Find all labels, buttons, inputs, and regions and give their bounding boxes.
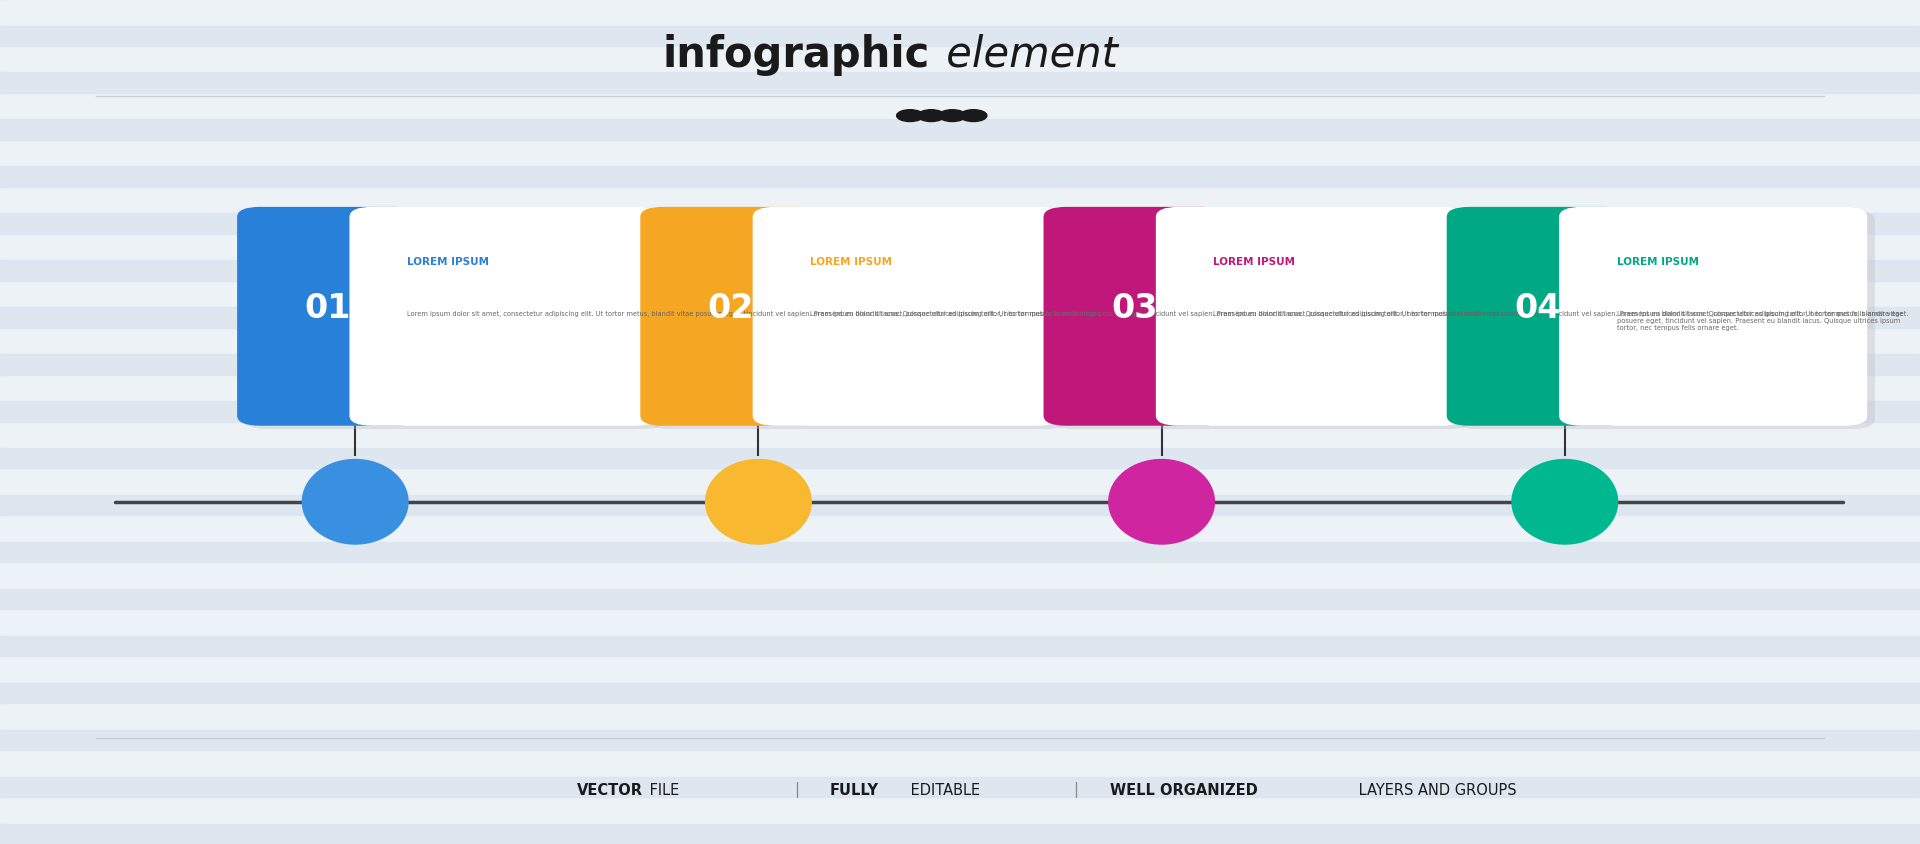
- Bar: [0, 121, 1920, 141]
- Circle shape: [918, 111, 945, 122]
- Bar: [0, 26, 1920, 47]
- FancyBboxPatch shape: [1052, 211, 1471, 430]
- Text: LOREM IPSUM: LOREM IPSUM: [810, 257, 893, 267]
- Text: Lorem ipsum dolor sit amet, consectetur adipiscing elit. Ut tortor metus, blandi: Lorem ipsum dolor sit amet, consectetur …: [810, 310, 1505, 316]
- Text: VECTOR: VECTOR: [578, 782, 643, 797]
- Ellipse shape: [1513, 460, 1617, 544]
- Text: element: element: [933, 34, 1117, 76]
- FancyBboxPatch shape: [1559, 208, 1866, 426]
- Text: Lorem ipsum dolor sit amet, consectetur adipiscing elit. Ut tortor metus, blandi: Lorem ipsum dolor sit amet, consectetur …: [407, 310, 1102, 316]
- Ellipse shape: [301, 460, 407, 544]
- Text: 02: 02: [708, 292, 755, 325]
- Text: |: |: [1073, 782, 1077, 797]
- Bar: [0, 73, 1920, 94]
- Text: Lorem ipsum dolor sit amet, consectetur adipiscing elit. Ut tortor metus, blandi: Lorem ipsum dolor sit amet, consectetur …: [1617, 310, 1903, 330]
- Bar: [0, 402, 1920, 422]
- Text: Lorem ipsum dolor sit amet, consectetur adipiscing elit. Ut tortor metus, blandi: Lorem ipsum dolor sit amet, consectetur …: [1213, 310, 1908, 316]
- Bar: [0, 167, 1920, 187]
- Bar: [0, 448, 1920, 469]
- FancyBboxPatch shape: [1446, 208, 1628, 426]
- FancyBboxPatch shape: [236, 208, 419, 426]
- Bar: [0, 824, 1920, 844]
- Text: LOREM IPSUM: LOREM IPSUM: [1617, 257, 1699, 267]
- Bar: [0, 214, 1920, 235]
- Text: 04: 04: [1515, 292, 1561, 325]
- Bar: [0, 495, 1920, 516]
- Ellipse shape: [707, 460, 812, 544]
- Bar: [0, 636, 1920, 657]
- Bar: [0, 589, 1920, 609]
- Text: infographic: infographic: [662, 34, 929, 76]
- Text: LOREM IPSUM: LOREM IPSUM: [1213, 257, 1296, 267]
- Text: FULLY: FULLY: [829, 782, 879, 797]
- Text: WELL ORGANIZED: WELL ORGANIZED: [1110, 782, 1258, 797]
- FancyBboxPatch shape: [753, 208, 1060, 426]
- FancyBboxPatch shape: [1044, 208, 1225, 426]
- Circle shape: [939, 111, 966, 122]
- Circle shape: [897, 111, 924, 122]
- Bar: [0, 683, 1920, 703]
- FancyBboxPatch shape: [349, 208, 657, 426]
- Bar: [0, 776, 1920, 797]
- Text: LAYERS AND GROUPS: LAYERS AND GROUPS: [1354, 782, 1517, 797]
- Ellipse shape: [1110, 460, 1213, 544]
- Text: FILE: FILE: [645, 782, 680, 797]
- Bar: [0, 543, 1920, 563]
- Bar: [0, 354, 1920, 375]
- Bar: [0, 308, 1920, 328]
- Text: LOREM IPSUM: LOREM IPSUM: [407, 257, 490, 267]
- Bar: [0, 261, 1920, 281]
- FancyBboxPatch shape: [1156, 208, 1463, 426]
- Text: |: |: [795, 782, 799, 797]
- Text: 01: 01: [305, 292, 351, 325]
- FancyBboxPatch shape: [649, 211, 1068, 430]
- Circle shape: [960, 111, 987, 122]
- Bar: [0, 730, 1920, 750]
- FancyBboxPatch shape: [641, 208, 822, 426]
- Text: 03: 03: [1112, 292, 1158, 325]
- FancyBboxPatch shape: [244, 211, 664, 430]
- Text: EDITABLE: EDITABLE: [906, 782, 981, 797]
- FancyBboxPatch shape: [1455, 211, 1874, 430]
